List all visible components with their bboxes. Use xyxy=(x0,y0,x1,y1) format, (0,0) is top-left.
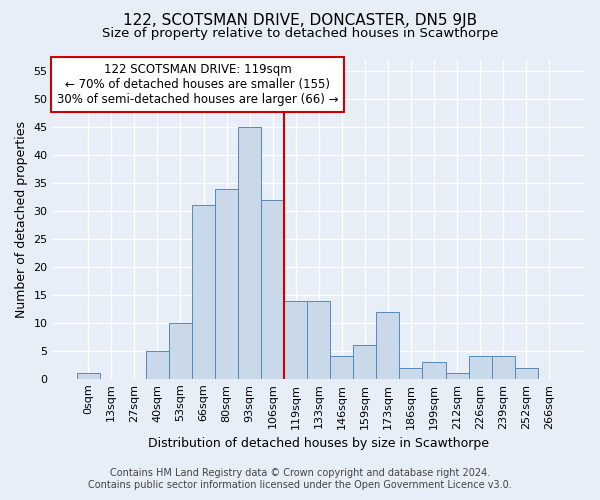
Bar xyxy=(284,300,307,379)
Text: 122, SCOTSMAN DRIVE, DONCASTER, DN5 9JB: 122, SCOTSMAN DRIVE, DONCASTER, DN5 9JB xyxy=(123,12,477,28)
Bar xyxy=(307,300,330,379)
Bar xyxy=(400,368,422,379)
Bar xyxy=(422,362,446,379)
Bar xyxy=(446,373,469,379)
X-axis label: Distribution of detached houses by size in Scawthorpe: Distribution of detached houses by size … xyxy=(148,437,489,450)
Bar xyxy=(238,127,261,379)
Bar xyxy=(215,188,238,379)
Bar xyxy=(192,206,215,379)
Bar xyxy=(77,373,100,379)
Text: 122 SCOTSMAN DRIVE: 119sqm
← 70% of detached houses are smaller (155)
30% of sem: 122 SCOTSMAN DRIVE: 119sqm ← 70% of deta… xyxy=(57,63,338,106)
Bar xyxy=(146,351,169,379)
Bar xyxy=(261,200,284,379)
Bar xyxy=(515,368,538,379)
Bar xyxy=(491,356,515,379)
Text: Size of property relative to detached houses in Scawthorpe: Size of property relative to detached ho… xyxy=(102,28,498,40)
Y-axis label: Number of detached properties: Number of detached properties xyxy=(15,121,28,318)
Bar xyxy=(169,323,192,379)
Bar xyxy=(353,345,376,379)
Bar xyxy=(376,312,400,379)
Bar xyxy=(469,356,491,379)
Text: Contains HM Land Registry data © Crown copyright and database right 2024.
Contai: Contains HM Land Registry data © Crown c… xyxy=(88,468,512,490)
Bar xyxy=(330,356,353,379)
